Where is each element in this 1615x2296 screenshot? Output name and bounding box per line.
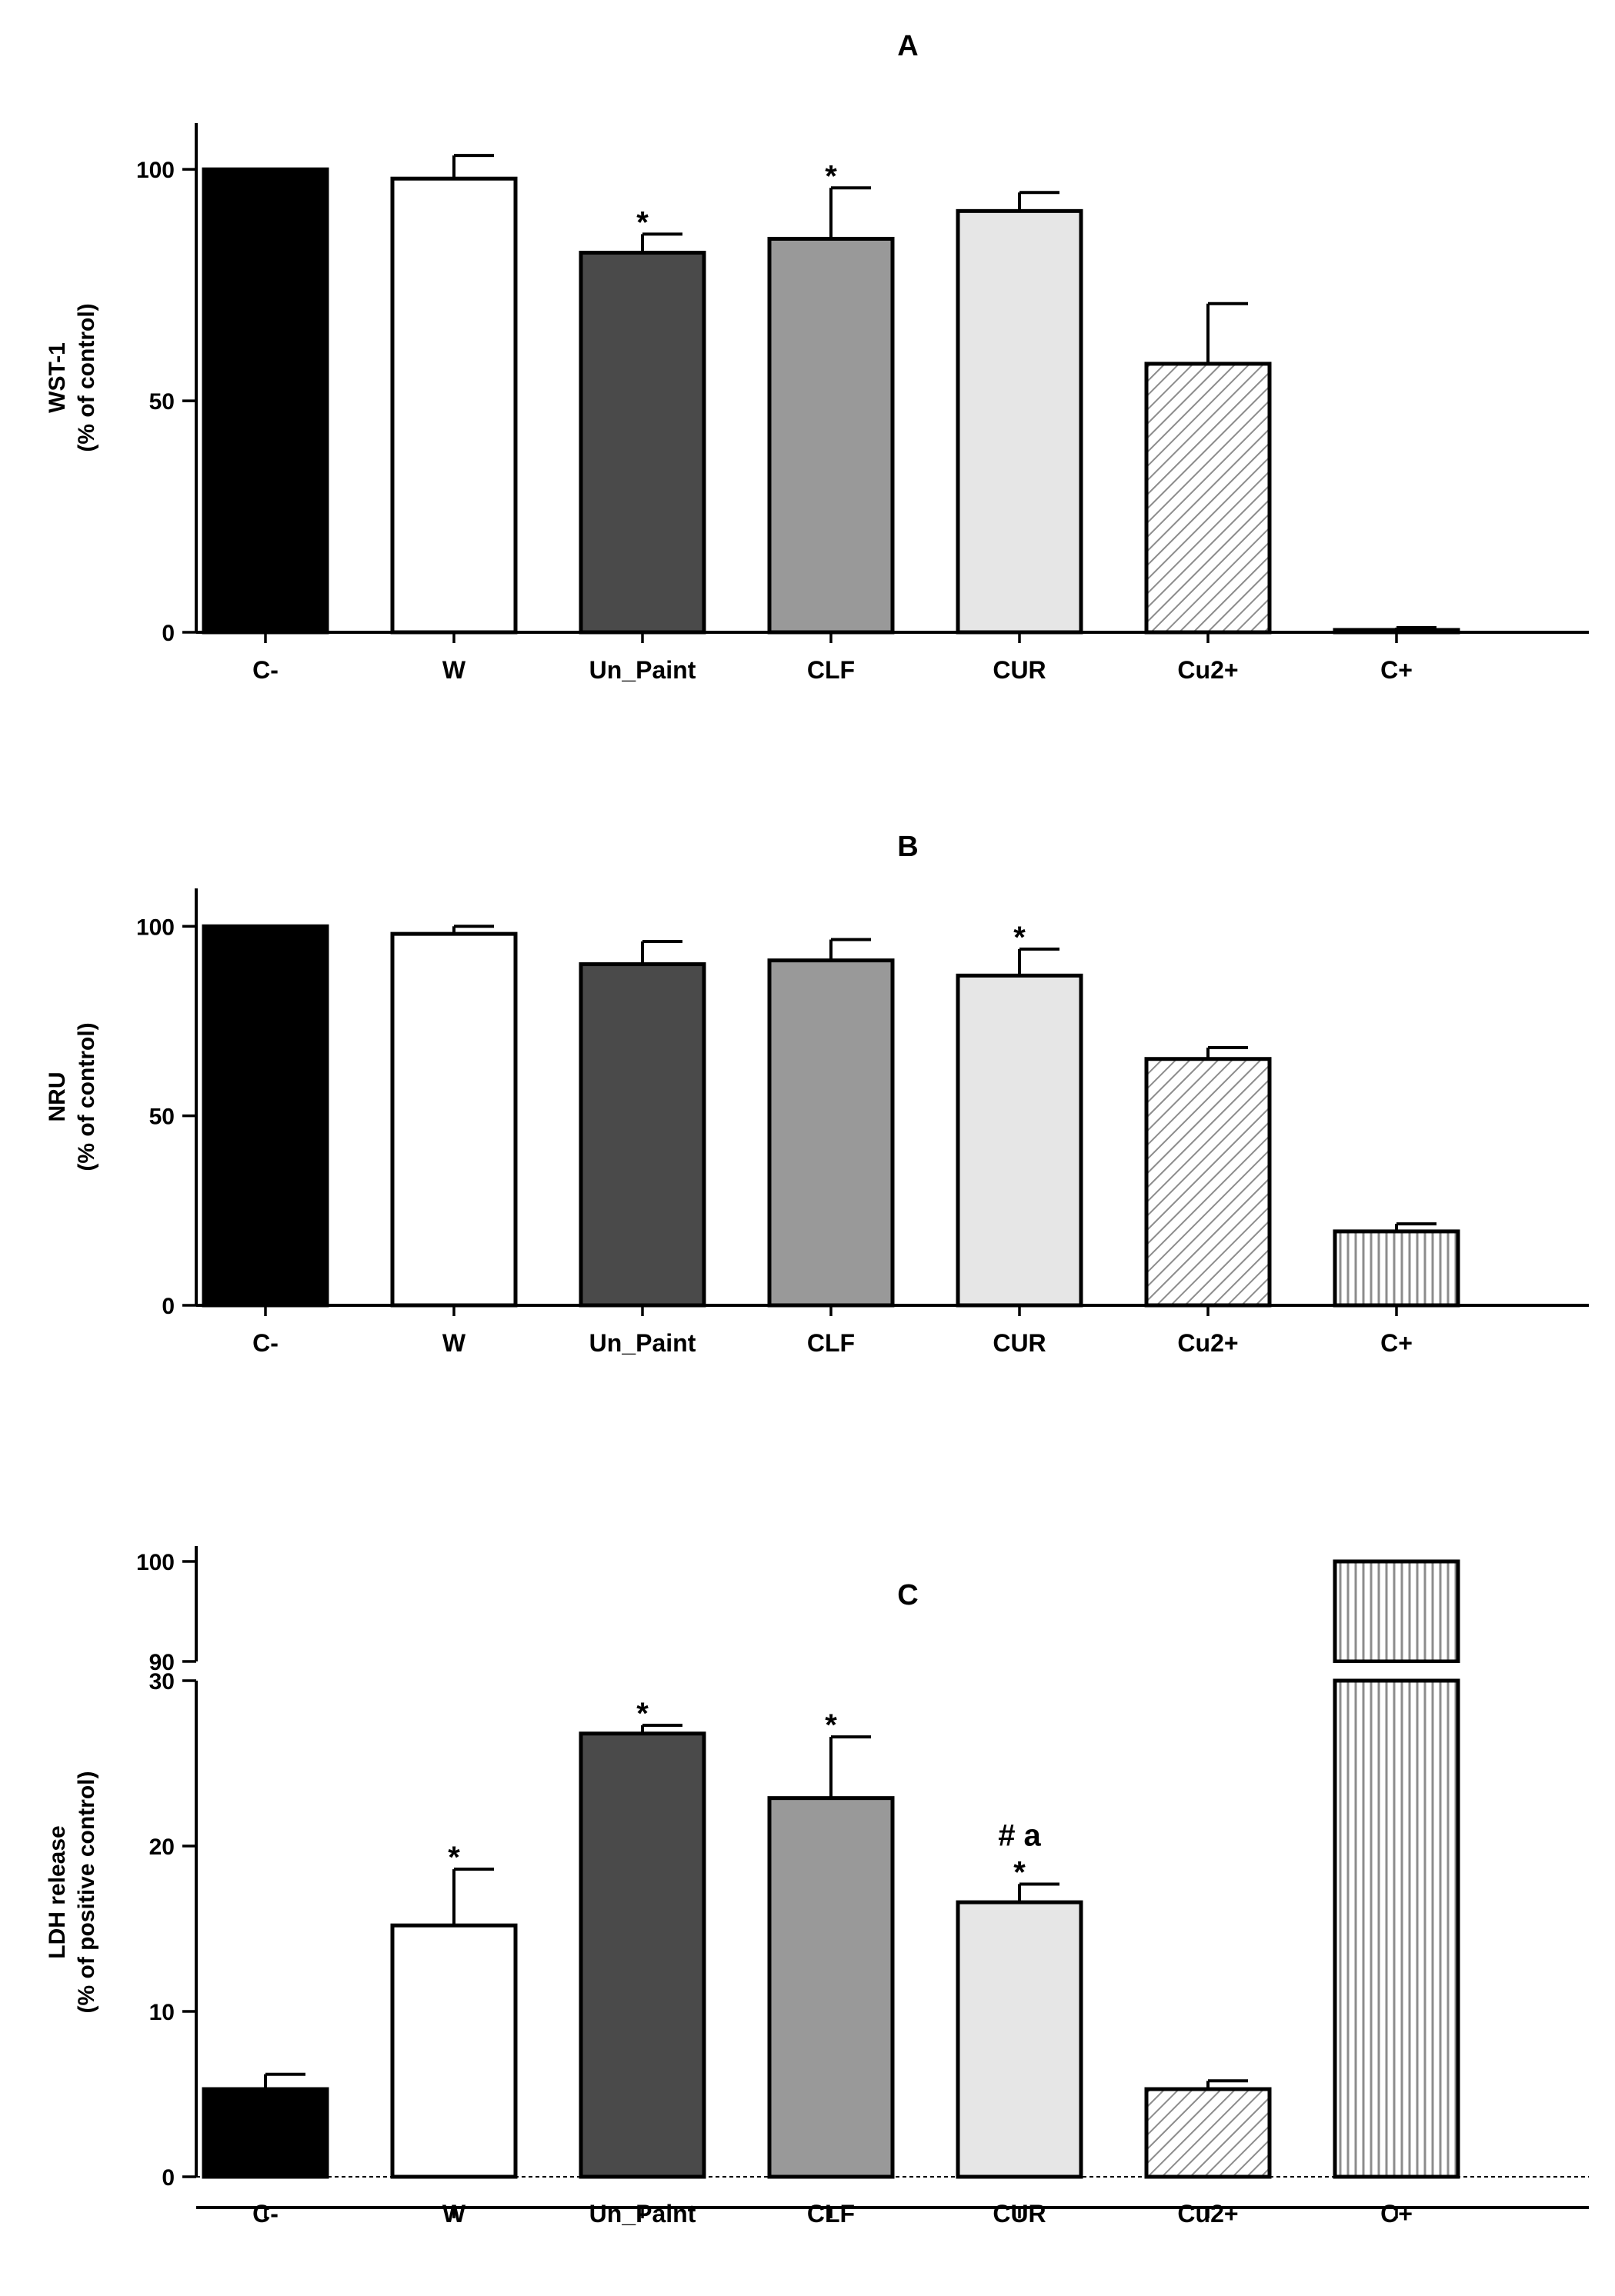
panel-b-bar-un-paint [579, 962, 706, 1308]
panel-c-axis-break-mark [190, 1665, 202, 1676]
panel-c-bar-w [390, 1923, 518, 2179]
panel-b-bar-c [1333, 1229, 1460, 1308]
panel-b-title: B [897, 831, 918, 863]
panel-b-category-label-clf: CLF [807, 1329, 855, 1357]
panel-b-bar-clf [767, 958, 895, 1308]
panel-a-bar-c [202, 167, 329, 635]
panel-b-y-tick-label: 0 [162, 1294, 175, 1319]
panel-c-y-tick-label-upper: 90 [149, 1650, 175, 1675]
panel-c-significance-un-paint: * [636, 1697, 649, 1731]
panel-c-y-tick-label: 10 [149, 2000, 175, 2025]
panel-c-bar-cur [956, 1900, 1083, 2179]
panel-a-chart: A WST-1 (% of control) 0 50 100 C- W Un_Paint * CL… [45, 30, 1589, 684]
panel-c-ylabel: LDH release [45, 1825, 70, 1958]
panel-c-axis-break-gap [1330, 1663, 1463, 1678]
panel-b-y-tick-label: 50 [149, 1105, 175, 1130]
panel-a-y-tick-label: 100 [136, 158, 175, 183]
panel-a-bar-c [1333, 628, 1460, 635]
panel-b-bar-cu2 [1144, 1057, 1272, 1308]
panel-b-ylabel-units: (% of control) [74, 1022, 99, 1171]
panel-b-category-label-cur: CUR [993, 1329, 1046, 1357]
panel-c-category-label-cur: CUR [993, 2200, 1046, 2228]
panel-c-category-label-cu2: Cu2+ [1177, 2200, 1238, 2228]
panel-b-chart: B NRU (% of control) 0 50 100 C- W Un_Paint CLF CU… [45, 831, 1589, 1357]
panel-a-category-label-c: C+ [1380, 656, 1413, 684]
panel-b-significance-cur: * [1013, 921, 1026, 955]
panel-a-category-label-c: C- [252, 656, 279, 684]
panel-c-y-tick-label: 30 [149, 1669, 175, 1695]
panel-a-category-label-cu2: Cu2+ [1177, 656, 1238, 684]
panel-b-ylabel: NRU [45, 1072, 70, 1122]
panel-b-bar-cur [956, 973, 1083, 1308]
panel-c-category-label-un-paint: Un_Paint [589, 2200, 696, 2228]
panel-b-category-label-w: W [442, 1329, 466, 1357]
panel-a-title: A [897, 30, 918, 62]
panel-b-bar-c [202, 924, 329, 1308]
panel-b-bar-w [390, 931, 518, 1308]
panel-a-ylabel: WST-1 [45, 342, 70, 413]
panel-a-category-label-un-paint: Un_Paint [589, 656, 696, 684]
panel-c-y-tick-label: 0 [162, 2165, 175, 2191]
panel-c-bar-un-paint [579, 1731, 706, 2179]
panel-b-category-label-c: C+ [1380, 1329, 1413, 1357]
panel-b-y-tick-label: 100 [136, 915, 175, 940]
panel-a-bar-cu2 [1144, 362, 1272, 635]
panel-a-bar-un-paint [579, 251, 706, 635]
panel-c-category-label-w: W [442, 2200, 466, 2228]
panel-c-y-tick-label-upper: 100 [136, 1550, 175, 1575]
panel-a-bar-clf [767, 236, 895, 635]
panel-c-category-label-c: C- [252, 2200, 279, 2228]
panel-c-bar-c-lower [1333, 1678, 1460, 2179]
panel-c-category-label-clf: CLF [807, 2200, 855, 2228]
panel-c-chart: C LDH release (% of positive control) 0 10 20… [45, 1546, 1589, 2228]
panel-c-ylabel-units: (% of positive control) [74, 1771, 99, 2014]
panel-c-significance-extra-cur: # a [998, 1818, 1041, 1852]
panel-c-title: C [897, 1579, 918, 1611]
panel-c-bar-clf [767, 1796, 895, 2179]
panel-c-category-label-c: C+ [1380, 2200, 1413, 2228]
panel-b-category-label-cu2: Cu2+ [1177, 1329, 1238, 1357]
panel-a-y-tick-label: 0 [162, 621, 175, 646]
panel-c-bar-c [202, 2087, 329, 2179]
panel-a-category-label-w: W [442, 656, 466, 684]
panel-c-y-tick-label: 20 [149, 1834, 175, 1860]
panel-c-significance-w: * [448, 1841, 460, 1874]
panel-a-significance-un-paint: * [636, 205, 649, 239]
panel-c-significance-cur: * [1013, 1855, 1026, 1889]
panel-b-category-label-un-paint: Un_Paint [589, 1329, 696, 1357]
panel-a-significance-clf: * [825, 159, 837, 193]
panel-a-category-label-clf: CLF [807, 656, 855, 684]
panel-a-bar-w [390, 176, 518, 635]
panel-c-significance-clf: * [825, 1708, 837, 1742]
panel-a-y-tick-label: 50 [149, 389, 175, 415]
panel-c-bar-cu2 [1144, 2087, 1272, 2179]
panel-a-ylabel-units: (% of control) [74, 303, 99, 452]
panel-c-bar-c-upper [1333, 1559, 1460, 1664]
panel-b-category-label-c: C- [252, 1329, 279, 1357]
panel-a-bar-cur [956, 208, 1083, 635]
panel-a-category-label-cur: CUR [993, 656, 1046, 684]
